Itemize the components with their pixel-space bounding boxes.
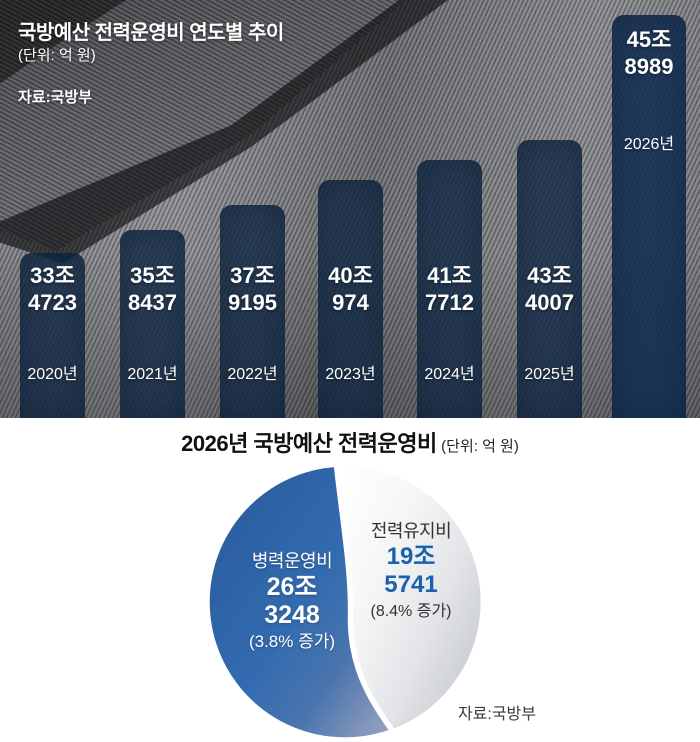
bar-column-2025: 43조 4007 2025년	[517, 0, 582, 418]
slice-right-label: 전력유지비	[370, 521, 452, 541]
bar-2023	[318, 180, 383, 418]
bar-value-line1: 45조	[626, 27, 672, 52]
bar-2020	[20, 253, 85, 418]
bar-year-2025: 2025년	[524, 366, 575, 383]
bar-column-2023: 40조 974 2023년	[318, 0, 383, 418]
bar-column-2022: 37조 9195 2022년	[220, 0, 285, 418]
bar-value-line2: 9195	[228, 290, 277, 315]
bar-2026	[612, 15, 686, 418]
pie-chart-unit: (단위: 억 원)	[441, 438, 519, 455]
bar-column-2021: 35조 8437 2021년	[120, 0, 185, 418]
bar-value-2023: 40조 974	[310, 262, 391, 316]
bar-chart-title: 국방예산 전력운영비 연도별 추이	[18, 22, 284, 44]
bar-year-2022: 2022년	[227, 366, 278, 383]
bar-value-line2: 8437	[128, 290, 177, 315]
pie-slice-divider	[333, 463, 395, 732]
bar-value-line2: 8989	[624, 54, 674, 79]
bar-chart-section: 국방예산 전력운영비 연도별 추이 (단위: 억 원) 자료:국방부 33조 4…	[0, 0, 700, 418]
bar-2022	[220, 205, 285, 418]
bar-year-2023: 2023년	[325, 366, 376, 383]
bar-value-line1: 41조	[427, 263, 472, 288]
bar-value-2025: 43조 4007	[509, 262, 590, 316]
bar-chart-unit: (단위: 억 원)	[18, 47, 96, 64]
pie-chart: 병력운영비 26조 3248 (3.8% 증가) 전력유지비 19조 5741 …	[206, 463, 484, 741]
slice-right-value1: 19조	[386, 543, 436, 570]
bar-column-2020: 33조 4723 2020년	[20, 0, 85, 418]
bar-value-2024: 41조 7712	[409, 262, 490, 316]
bar-value-line2: 974	[332, 290, 369, 315]
slice-left-value1: 26조	[266, 573, 318, 601]
pie-chart-title: 2026년 국방예산 전력운영비	[181, 431, 437, 456]
bar-value-2026: 45조 8989	[604, 26, 694, 80]
bar-value-line2: 4007	[525, 290, 574, 315]
bar-2024	[417, 160, 482, 418]
pie-svg	[209, 463, 481, 738]
bar-year-2024: 2024년	[424, 366, 475, 383]
pie-slice-gray	[336, 466, 481, 729]
bar-column-2026: 45조 8989 2026년	[612, 0, 686, 418]
bar-value-2021: 35조 8437	[112, 262, 193, 316]
bar-year-2020: 2020년	[27, 366, 78, 383]
pie-title-row: 2026년 국방예산 전력운영비 (단위: 억 원)	[0, 426, 700, 458]
slice-left-note: (3.8% 증가)	[248, 632, 336, 651]
bar-column-2024: 41조 7712 2024년	[417, 0, 482, 418]
bar-chart-source: 자료:국방부	[18, 89, 92, 106]
bar-year-2026: 2026년	[623, 136, 675, 153]
bar-2025	[517, 140, 582, 418]
slice-left-label: 병력운영비	[251, 551, 333, 571]
slice-left-value2: 3248	[264, 601, 320, 629]
slice-right-value2: 5741	[384, 571, 438, 598]
pie-label-left: 병력운영비 26조 3248 (3.8% 증가)	[214, 549, 370, 655]
pie-chart-source: 자료:국방부	[457, 706, 536, 723]
bar-value-line1: 43조	[527, 263, 572, 288]
bar-value-line2: 4723	[28, 290, 77, 315]
bar-value-line1: 33조	[30, 263, 75, 288]
bar-value-line1: 37조	[230, 263, 275, 288]
pie-chart-section: 2026년 국방예산 전력운영비 (단위: 억 원)	[0, 418, 700, 742]
slice-right-note: (8.4% 증가)	[370, 603, 452, 620]
pie-label-right: 전력유지비 19조 5741 (8.4% 증가)	[338, 519, 484, 624]
bar-value-line1: 35조	[130, 263, 175, 288]
bar-value-2020: 33조 4723	[12, 262, 93, 316]
bar-value-line2: 7712	[425, 290, 474, 315]
bar-year-2021: 2021년	[127, 366, 178, 383]
bar-2021	[120, 230, 185, 418]
bar-value-line1: 40조	[328, 263, 373, 288]
bar-value-2022: 37조 9195	[212, 262, 293, 316]
